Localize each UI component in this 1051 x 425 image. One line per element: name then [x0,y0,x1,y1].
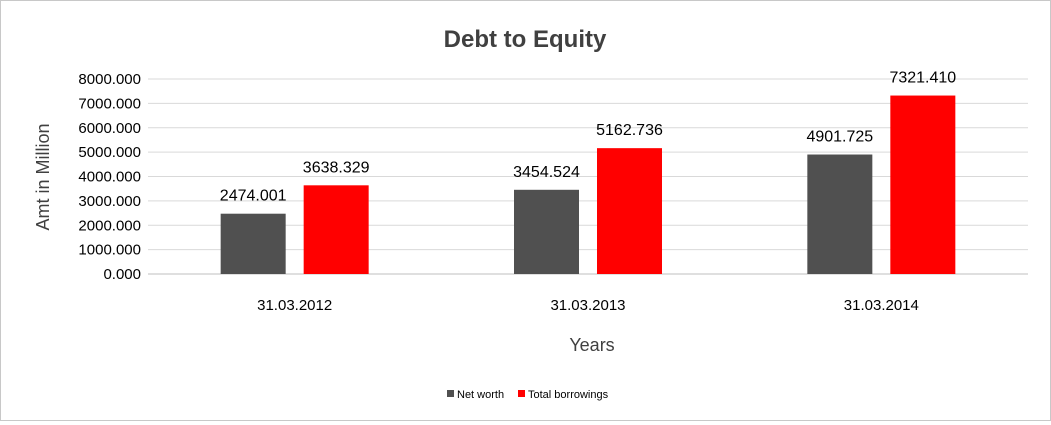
bar-net-worth [807,154,873,274]
y-tick-label: 4000.000 [78,169,141,186]
data-label: 5162.736 [596,122,663,139]
bar-total-borrowings [890,95,956,274]
data-label: 4901.725 [806,129,873,146]
y-tick-label: 1000.000 [78,242,141,259]
legend-label: Net worth [457,389,504,401]
x-category-label: 31.03.2014 [844,297,919,314]
data-labels: 2474.001 3638.329 3454.524 5162.736 4901.725… [220,70,957,205]
bars [220,95,956,274]
y-tick-label: 7000.000 [78,95,141,112]
y-tick-label: 8000.000 [78,71,141,88]
y-tick-label: 3000.000 [78,193,141,210]
y-tick-label: 5000.000 [78,144,141,161]
bar-total-borrowings [597,148,662,274]
bar-net-worth [220,213,286,274]
gridlines [148,78,1028,275]
bar-total-borrowings [303,185,369,274]
data-label: 3454.524 [513,164,580,181]
data-label: 2474.001 [220,188,287,205]
chart-title: Debt to Equity [444,26,607,53]
y-tick-label: 6000.000 [78,120,141,137]
x-category-label: 31.03.2012 [257,297,332,314]
y-tick-label: 0.000 [103,266,141,283]
data-label: 7321.410 [889,70,956,87]
x-category-label: 31.03.2013 [550,297,625,314]
y-axis-title: Amt in Million [33,123,53,230]
data-label: 3638.329 [303,159,370,176]
legend-label: Total borrowings [528,389,609,401]
y-axis-ticks: 0.000 1000.000 2000.000 3000.000 4000.000 500… [78,71,141,283]
bar-net-worth [514,189,579,274]
legend-swatch [447,390,454,397]
legend-swatch [518,390,525,397]
legend: Net worth Total borrowings [447,389,609,401]
x-axis-categories: 31.03.2012 31.03.2013 31.03.2014 [257,297,919,314]
x-axis-title: Years [569,335,614,355]
y-tick-label: 2000.000 [78,217,141,234]
